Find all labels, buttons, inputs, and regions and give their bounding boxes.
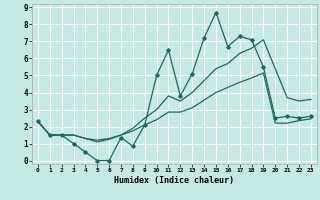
X-axis label: Humidex (Indice chaleur): Humidex (Indice chaleur) xyxy=(115,176,234,185)
